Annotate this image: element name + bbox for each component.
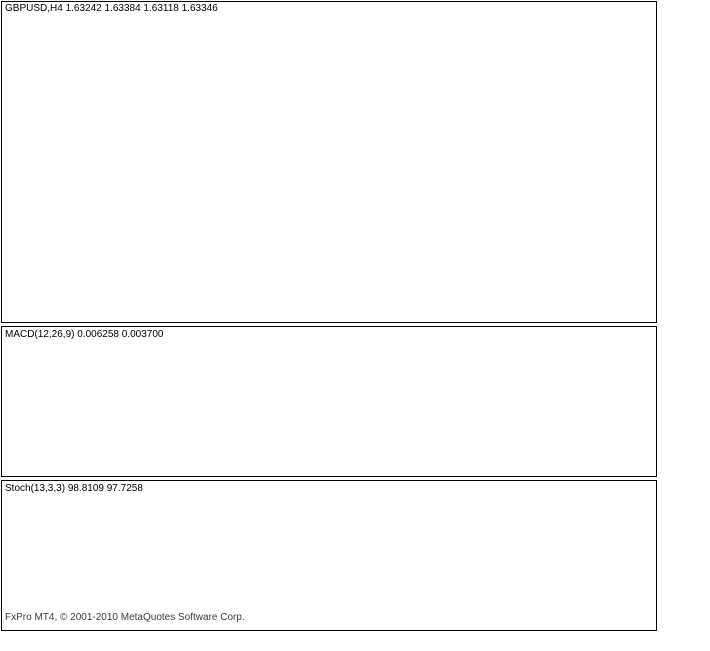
stoch-label: Stoch(13,3,3) 98.8109 97.7258 <box>5 483 143 494</box>
stoch-pane[interactable] <box>1 480 657 631</box>
copyright-watermark: FxPro MT4, © 2001-2010 MetaQuotes Softwa… <box>5 612 245 623</box>
macd-label: MACD(12,26,9) 0.006258 0.003700 <box>5 329 164 340</box>
price-scale[interactable] <box>658 0 710 631</box>
chart-title: GBPUSD,H4 1.63242 1.63384 1.63118 1.6334… <box>5 3 218 14</box>
macd-pane[interactable] <box>1 326 657 477</box>
main-chart-pane[interactable] <box>1 1 657 323</box>
time-scale[interactable] <box>0 631 710 651</box>
